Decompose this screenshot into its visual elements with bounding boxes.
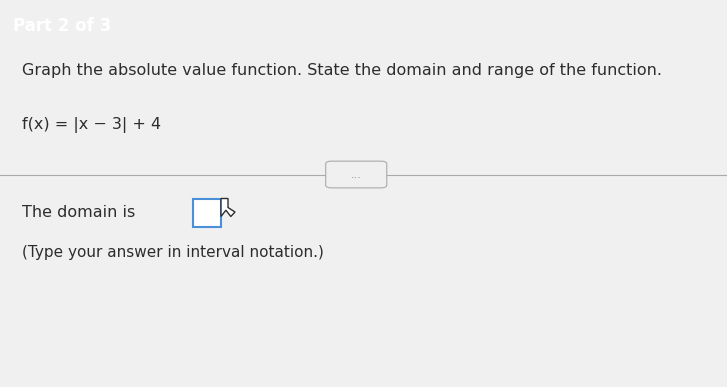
Text: f(x) = |x − 3| + 4: f(x) = |x − 3| + 4 (22, 116, 161, 132)
Text: The domain is: The domain is (22, 205, 135, 220)
Text: (Type your answer in interval notation.): (Type your answer in interval notation.) (22, 245, 324, 260)
FancyBboxPatch shape (193, 199, 221, 226)
Text: Graph the absolute value function. State the domain and range of the function.: Graph the absolute value function. State… (22, 63, 662, 77)
Text: ...: ... (351, 170, 361, 180)
Text: Part 2 of 3: Part 2 of 3 (13, 17, 111, 35)
FancyBboxPatch shape (326, 161, 387, 188)
Polygon shape (221, 199, 235, 216)
